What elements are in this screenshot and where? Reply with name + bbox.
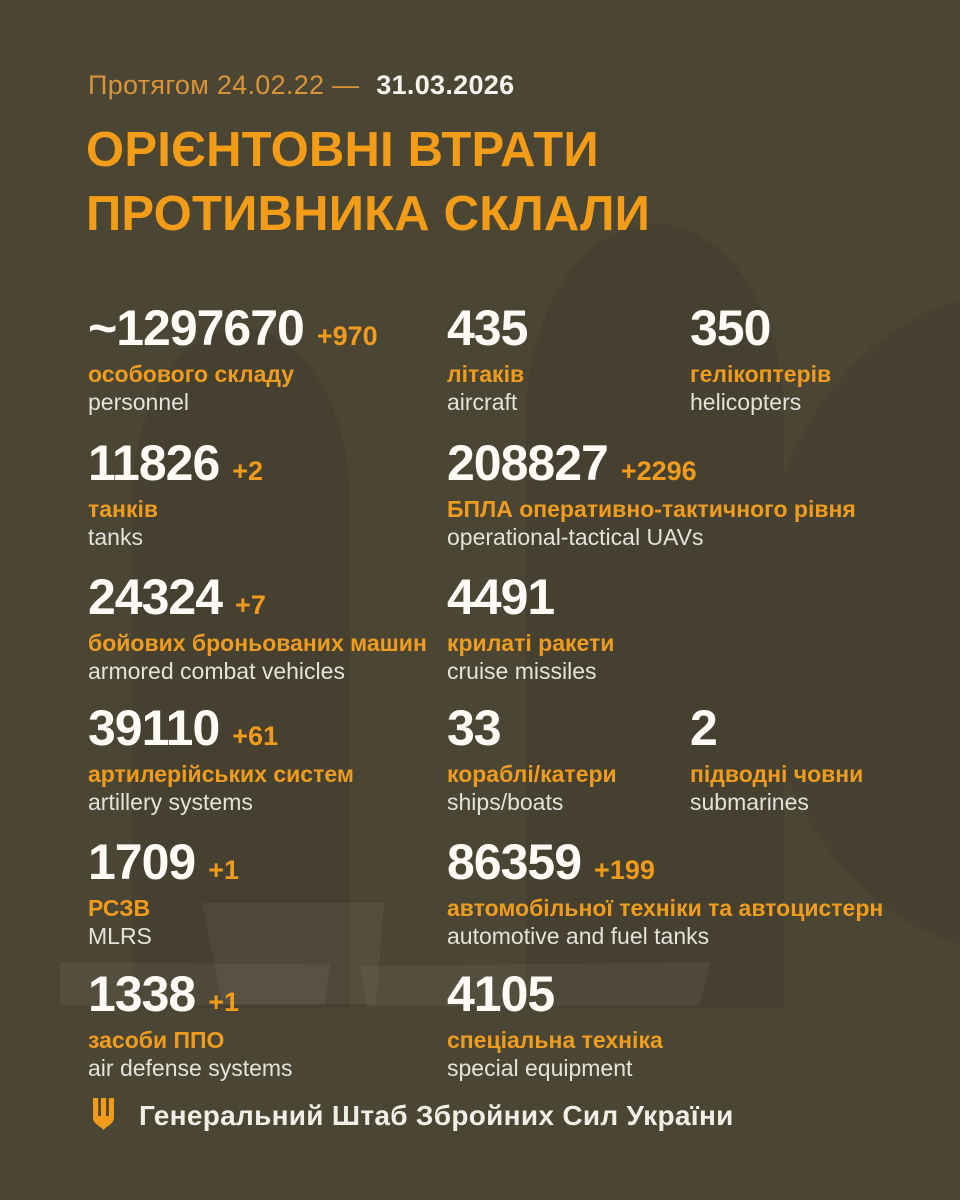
stat-value: 86359 — [447, 834, 582, 890]
stat-label-uk: особового складу — [88, 361, 295, 387]
stat-label-en: aircraft — [447, 389, 518, 415]
stat-value: ~1297670 — [88, 300, 305, 356]
stat-artillery: 39110 +61 артилерійських систем artiller… — [88, 702, 448, 816]
report-period-date: 31.03.2026 — [376, 70, 515, 100]
stat-label-uk: автомобільної техніки та автоцистерн — [447, 895, 884, 921]
stat-label-uk: бойових броньованих машин — [88, 630, 427, 656]
report-period: Протягом 24.02.22 — 31.03.2026 — [88, 70, 514, 101]
stat-tanks: 11826 +2 танків tanks — [88, 437, 438, 551]
stat-value: 208827 — [447, 435, 609, 491]
footer: Генеральний Штаб Збройних Сил України — [90, 1098, 734, 1133]
stat-label-en: submarines — [690, 789, 809, 815]
stat-label-en: armored combat vehicles — [88, 658, 345, 684]
stat-label-en: operational-tactical UAVs — [447, 524, 704, 550]
background-patch — [202, 903, 384, 1004]
stat-automotive: 86359 +199 автомобільної техніки та авто… — [447, 836, 947, 950]
stat-value: 1338 — [88, 966, 196, 1022]
stat-label-en: special equipment — [447, 1055, 633, 1081]
stat-label-uk: літаків — [447, 361, 525, 387]
stat-increment: +2296 — [620, 456, 697, 486]
stat-increment: +2 — [232, 456, 264, 486]
stat-label-uk: підводні човни — [690, 761, 864, 787]
stat-value: 350 — [690, 300, 771, 356]
background-shell-middle — [526, 224, 784, 1008]
stat-value: 4105 — [447, 966, 555, 1022]
stat-helicopters: 350 гелікоптерів helicopters — [690, 302, 950, 416]
stat-value: 4491 — [447, 569, 555, 625]
stat-label-en: helicopters — [690, 389, 802, 415]
stat-label-uk: БПЛА оперативно-тактичного рівня — [447, 496, 856, 522]
stat-label-en: air defense systems — [88, 1055, 293, 1081]
stat-label-en: MLRS — [88, 923, 152, 949]
stat-increment: +970 — [316, 321, 378, 351]
stat-label-en: artillery systems — [88, 789, 253, 815]
stat-label-uk: танків — [88, 496, 158, 522]
stat-personnel: ~1297670 +970 особового складу personnel — [88, 302, 448, 416]
stat-label-en: tanks — [88, 524, 143, 550]
stat-special-equipment: 4105 спеціальна техніка special equipmen… — [447, 968, 847, 1082]
stat-label-en: ships/boats — [447, 789, 564, 815]
stat-ships: 33 кораблі/катери ships/boats — [447, 702, 687, 816]
stat-label-en: automotive and fuel tanks — [447, 923, 710, 949]
stat-label-en: cruise missiles — [447, 658, 597, 684]
stat-uavs: 208827 +2296 БПЛА оперативно-тактичного … — [447, 437, 947, 551]
stat-submarines: 2 підводні човни submarines — [690, 702, 950, 816]
stat-mlrs: 1709 +1 РСЗВ MLRS — [88, 836, 438, 950]
stat-value: 435 — [447, 300, 528, 356]
stat-label-uk: спеціальна техніка — [447, 1027, 663, 1053]
stat-value: 1709 — [88, 834, 196, 890]
background-patch — [60, 962, 330, 1005]
stat-label-uk: кораблі/катери — [447, 761, 617, 787]
stat-value: 39110 — [88, 700, 220, 756]
stat-increment: +61 — [232, 721, 279, 751]
report-period-prefix: Протягом 24.02.22 — — [88, 70, 360, 100]
stat-cruise-missiles: 4491 крилаті ракети cruise missiles — [447, 571, 847, 685]
footer-org-label: Генеральний Штаб Збройних Сил України — [139, 1099, 734, 1131]
stat-label-uk: РСЗВ — [88, 895, 151, 921]
stat-value: 2 — [690, 700, 718, 756]
stat-value: 11826 — [88, 435, 220, 491]
stat-label-uk: артилерійських систем — [88, 761, 354, 787]
background-patch — [360, 962, 710, 1006]
tryzub-icon — [93, 1098, 114, 1130]
stat-label-uk: крилаті ракети — [447, 630, 615, 656]
stat-increment: +7 — [235, 590, 266, 620]
stat-label-uk: гелікоптерів — [690, 361, 832, 387]
stat-value: 33 — [447, 700, 502, 756]
stat-armored-vehicles: 24324 +7 бойових броньованих машин armor… — [88, 571, 448, 685]
stat-aircraft: 435 літаків aircraft — [447, 302, 687, 416]
stat-increment: +199 — [594, 855, 655, 885]
page-title-line2: ПРОТИВНИКА СКЛАЛИ — [86, 187, 651, 241]
background-shell-left — [132, 328, 350, 1008]
stat-label-en: personnel — [88, 389, 190, 415]
page-title-line1: ОРІЄНТОВНІ ВТРАТИ — [86, 123, 599, 177]
page-title: ОРІЄНТОВНІ ВТРАТИ ПРОТИВНИКА СКЛАЛИ — [86, 118, 650, 246]
stat-increment: +1 — [208, 855, 240, 885]
stat-label-uk: засоби ППО — [88, 1027, 225, 1053]
stat-value: 24324 — [88, 569, 223, 625]
stat-increment: +1 — [208, 987, 240, 1017]
stat-air-defense: 1338 +1 засоби ППО air defense systems — [88, 968, 438, 1082]
